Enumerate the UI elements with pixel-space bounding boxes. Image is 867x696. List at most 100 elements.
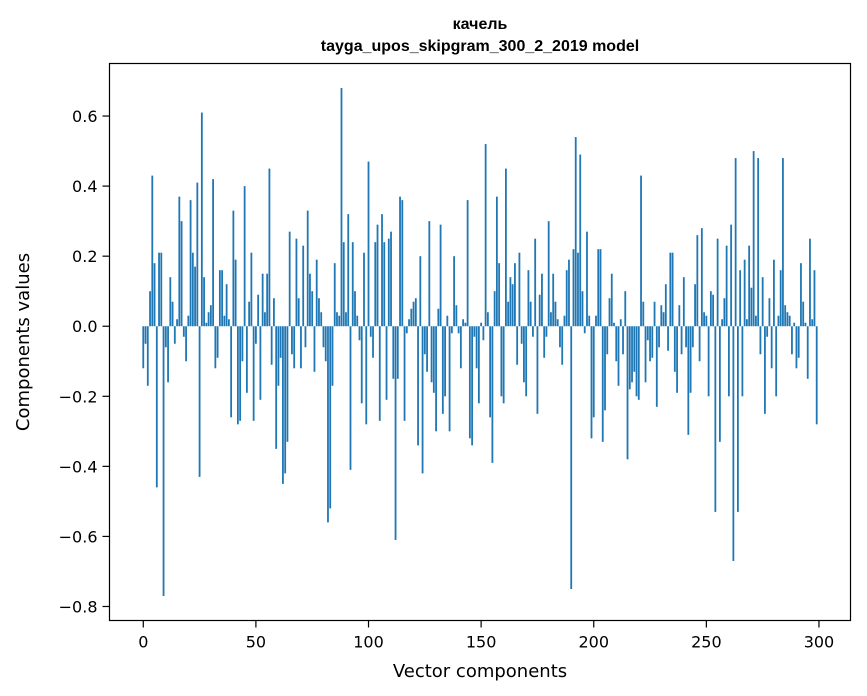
bar-106 [381,214,383,327]
x-tick-label: 100 [353,633,384,652]
bar-238 [678,305,681,327]
bar-240 [682,277,685,327]
bar-247 [698,326,701,362]
bar-179 [545,326,548,337]
bar-93 [351,242,354,327]
bar-44 [241,326,244,362]
bar-165 [514,263,516,327]
bar-127 [428,221,431,327]
bar-58 [273,298,275,327]
bar-135 [446,315,449,327]
bar-278 [768,298,771,327]
bar-61 [279,326,282,358]
bar-221 [640,175,642,327]
bar-190 [570,326,573,589]
bar-50 [255,326,257,344]
bar-178 [543,326,546,358]
bar-120 [412,301,415,327]
bar-109 [387,238,390,327]
y-tick-label: 0.6 [72,107,97,126]
bar-26 [200,112,203,327]
y-tick-label: −0.8 [59,597,98,616]
bar-29 [207,312,210,327]
bar-255 [716,238,719,327]
bar-108 [385,326,388,400]
bar-130 [435,326,437,432]
bar-244 [691,326,694,348]
bar-3 [149,291,151,327]
bar-169 [523,326,525,383]
bar-166 [516,326,519,365]
bar-81 [324,326,327,362]
bar-217 [631,326,633,383]
bar-134 [444,326,446,397]
bar-138 [453,256,455,327]
bar-132 [439,224,442,327]
bar-30 [209,305,212,327]
bar-83 [329,326,332,509]
bar-15 [176,319,178,327]
bar-248 [700,228,703,327]
bar-206 [606,326,609,355]
bar-173 [532,326,534,337]
bar-28 [205,322,208,327]
bar-218 [633,326,636,372]
bar-45 [243,186,246,327]
bar-121 [414,298,417,327]
bar-39 [230,326,233,418]
bar-252 [709,291,712,327]
bar-141 [459,326,462,369]
y-tick-label: −0.6 [59,527,98,546]
bar-62 [282,326,284,484]
bar-52 [259,326,262,400]
bar-84 [331,326,334,386]
bar-216 [628,326,631,390]
bar-160 [502,326,505,404]
bar-14 [173,326,176,344]
bar-56 [268,168,271,327]
bar-233 [667,326,669,351]
bar-10 [164,326,167,348]
bar-74 [309,273,311,327]
bar-107 [383,242,386,327]
bar-296 [809,238,811,327]
bar-115 [401,200,404,327]
bar-234 [669,252,672,327]
bar-260 [727,326,730,397]
bar-54 [264,312,266,327]
bar-161 [505,168,507,327]
y-tick-label: −0.4 [59,457,98,476]
bar-4 [151,175,154,327]
bar-33 [216,326,219,358]
bar-275 [761,277,764,327]
bar-214 [624,291,627,327]
bar-167 [518,252,521,327]
bar-168 [520,326,523,344]
bar-22 [191,252,194,327]
bar-146 [471,326,474,446]
bar-2 [146,326,149,386]
bar-204 [601,326,604,442]
bar-226 [651,326,654,358]
bar-20 [187,315,190,327]
bar-85 [333,263,336,327]
y-tick-label: 0.2 [72,247,97,266]
bar-40 [232,210,235,327]
y-tick-label: 0.0 [72,317,97,336]
bar-257 [721,319,724,327]
bar-88 [340,88,343,327]
bar-175 [536,326,539,414]
bar-25 [198,326,201,477]
bar-274 [759,326,762,355]
bar-150 [480,322,483,327]
bar-197 [586,231,588,327]
bar-47 [248,301,251,327]
bar-125 [423,326,426,355]
bar-294 [804,322,807,327]
bar-145 [468,326,471,439]
bar-82 [327,326,329,523]
x-tick-label: 150 [466,633,497,652]
bar-46 [245,326,248,393]
bar-158 [498,263,501,327]
bar-290 [795,326,798,369]
